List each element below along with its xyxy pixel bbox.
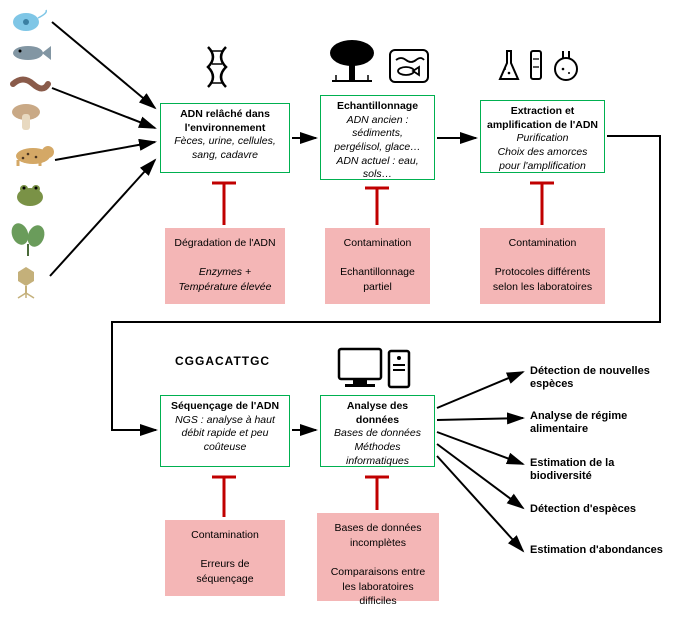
box-contamination-sampling: Contamination Echantillonnage partiel: [325, 228, 430, 304]
organism-frog: [8, 178, 48, 208]
red-line1: Dégradation de l'ADN: [171, 236, 279, 251]
box-adn-released: ADN relâché dans l'environnement Fèces, …: [160, 103, 290, 173]
red-line1: Contamination: [331, 236, 424, 251]
outcome-species-detect: Détection d'espèces: [530, 503, 670, 516]
organism-phage: [8, 263, 48, 293]
fish-waves-icon: [388, 48, 430, 89]
box-title: Echantillonnage: [327, 100, 428, 114]
sequence-text: CGGACATTGC: [175, 354, 270, 368]
box-sub: Bases de données Méthodes informatiques: [327, 427, 428, 468]
box-title: ADN relâché dans l'environnement: [167, 108, 283, 135]
box-sub: ADN ancien : sédiments, pergélisol, glac…: [327, 114, 428, 182]
organism-plant: [8, 220, 48, 250]
box-analysis: Analyse des données Bases de données Mét…: [320, 395, 435, 467]
organism-protozoan: [8, 8, 48, 38]
red-line2: Echantillonnage partiel: [331, 265, 424, 294]
box-sequencing: Séquençage de l'ADN NGS : analyse à haut…: [160, 395, 290, 467]
box-sampling: Echantillonnage ADN ancien : sédiments, …: [320, 95, 435, 180]
red-line2: Enzymes + Température élevée: [171, 265, 279, 294]
computer-icon: [335, 345, 413, 398]
outcome-abundance: Estimation d'abondances: [530, 544, 670, 557]
outcome-new-species: Détection de nouvelles espèces: [530, 365, 670, 391]
flasks-icon: [497, 45, 587, 92]
box-contamination-seq: Contamination Erreurs de séquençage: [165, 520, 285, 596]
box-title: Séquençage de l'ADN: [167, 400, 283, 414]
red-line1: Bases de données incomplètes: [323, 521, 433, 550]
organism-mushroom: [8, 100, 48, 130]
tree-icon: [326, 37, 378, 92]
red-line2: Protocoles différents selon les laborato…: [486, 265, 599, 294]
red-line1: Contamination: [486, 236, 599, 251]
outcome-biodiversity: Estimation de la biodiversité: [530, 457, 670, 483]
box-sub: Fèces, urine, cellules, sang, cadavre: [167, 135, 283, 162]
box-sub: NGS : analyse à haut débit rapide et peu…: [167, 414, 283, 455]
outcome-diet: Analyse de régime alimentaire: [530, 410, 670, 436]
box-contamination-protocols: Contamination Protocoles différents selo…: [480, 228, 605, 304]
box-degradation: Dégradation de l'ADN Enzymes + Températu…: [165, 228, 285, 304]
box-title: Extraction et amplification de l'ADN: [487, 105, 598, 132]
red-line2: Erreurs de séquençage: [171, 557, 279, 586]
red-line1: Contamination: [171, 528, 279, 543]
organism-worm: [8, 73, 48, 103]
box-sub: Purification Choix des amorces pour l'am…: [487, 132, 598, 173]
dna-icon: [198, 42, 238, 97]
box-title: Analyse des données: [327, 400, 428, 427]
box-db-incomplete: Bases de données incomplètes Comparaison…: [317, 513, 439, 601]
red-line2: Comparaisons entre les laboratoires diff…: [323, 565, 433, 609]
organism-fish: [8, 40, 48, 70]
box-extraction: Extraction et amplification de l'ADN Pur…: [480, 100, 605, 173]
organism-leopard: [8, 138, 48, 168]
